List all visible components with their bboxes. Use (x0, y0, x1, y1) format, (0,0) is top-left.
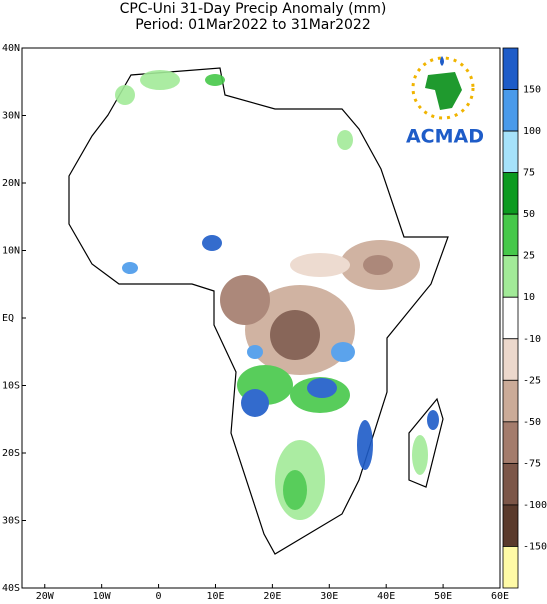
x-tick-label: 20E (263, 591, 281, 600)
y-tick-label: 40S (2, 583, 20, 594)
colorbar-label: -75 (523, 458, 541, 469)
colorbar-box (502, 47, 519, 90)
colorbar-label: 100 (523, 126, 541, 137)
colorbar-label: -50 (523, 417, 541, 428)
subtitle: Period: 01Mar2022 to 31Mar2022 (135, 17, 371, 33)
y-tick-label: 10N (2, 246, 20, 257)
colorbar-label: -150 (523, 541, 547, 552)
x-tick-label: 10E (206, 591, 224, 600)
y-tick-label: 20S (2, 448, 20, 459)
x-tick-label: 20W (36, 591, 55, 600)
colorbar-label: 10 (523, 292, 535, 303)
colorbar-box (502, 379, 519, 423)
y-tick-label: 30S (2, 516, 20, 527)
colorbar-box (502, 546, 519, 589)
colorbar-box (502, 255, 519, 298)
y-tick-label: 10S (2, 381, 20, 392)
colorbar-box (502, 338, 519, 381)
title: CPC-Uni 31-Day Precip Anomaly (mm) (120, 1, 387, 17)
axes: 20W 10W 0 10E 20E 30E 40E 50E 60E 40N 30N 20N 10N EQ 1… (2, 43, 509, 602)
y-tick-label: 20N (2, 178, 20, 189)
colorbar-box (502, 89, 519, 132)
anomaly-shading (115, 70, 439, 520)
colorbar-box (502, 296, 519, 340)
colorbar-box (502, 421, 519, 464)
colorbar-label: 75 (523, 168, 535, 179)
x-tick-label: 60E (491, 591, 509, 600)
y-tick-label: 40N (2, 43, 20, 54)
y-tick-label: 30N (2, 111, 20, 122)
colorbar-box (502, 213, 519, 257)
colorbar-box (502, 172, 519, 215)
africa (68, 67, 449, 555)
y-tick-label: EQ (2, 313, 14, 324)
colorbar-box (502, 130, 519, 174)
colorbar-label: -10 (523, 334, 541, 345)
colorbar-box (502, 462, 519, 506)
colorbar-label: 150 (523, 85, 541, 96)
x-tick-label: 0 (156, 591, 162, 600)
colorbar-box (502, 504, 519, 547)
x-tick-label: 10W (93, 591, 112, 600)
x-tick-label: 40E (377, 591, 395, 600)
logo-text: ACMAD (406, 126, 484, 148)
logo: ACMAD (406, 56, 484, 148)
x-tick-label: 30E (320, 591, 338, 600)
colorbar-label: 25 (523, 251, 535, 262)
colorbar-label: -100 (523, 500, 547, 511)
x-tick-label: 50E (434, 591, 452, 600)
colorbar-label: -25 (523, 375, 541, 386)
colorbar: 150 100 75 50 25 10 -10 -25 -50 -75 -100 -150 (502, 47, 547, 589)
colorbar-label: 50 (523, 209, 535, 220)
